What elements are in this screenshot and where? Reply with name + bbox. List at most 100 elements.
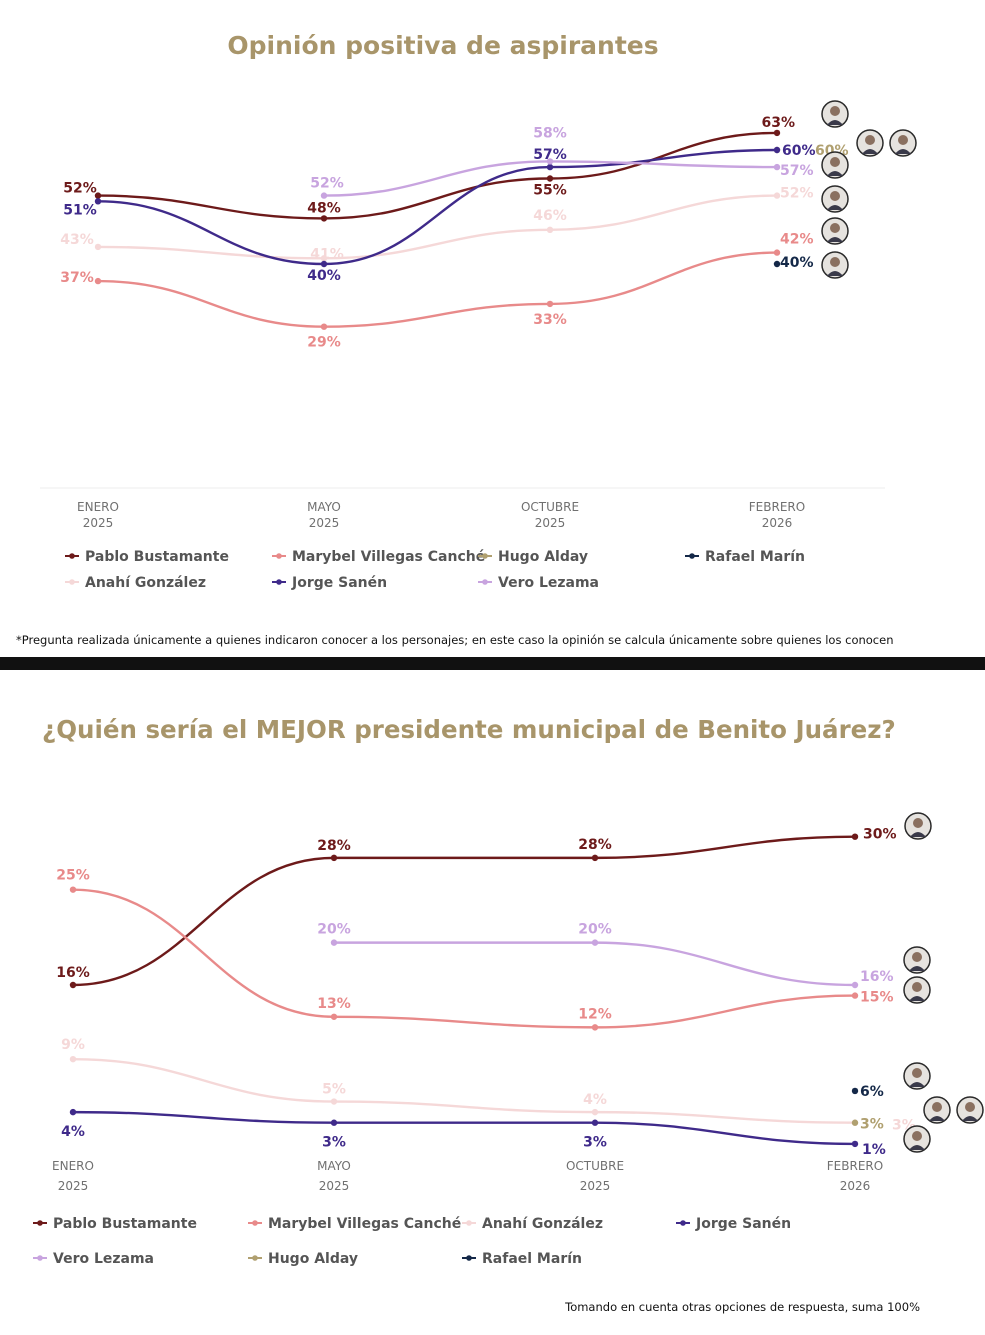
data-point-pablo-bustamante xyxy=(69,981,77,989)
data-point-marybel-villegas-canche xyxy=(851,992,859,999)
data-label-pablo-bustamante: 63% xyxy=(761,115,795,131)
avatar-shoulders xyxy=(909,1082,925,1087)
legend-item-hugo-alday: Hugo Alday xyxy=(498,549,588,565)
data-point-jorge-sanen xyxy=(69,1108,77,1116)
avatar-5 xyxy=(956,1096,984,1124)
legend-marker-hugo-alday xyxy=(252,1255,258,1261)
data-label-marybel-villegas-canche: 37% xyxy=(60,270,94,286)
legend-item-marybel-villegas-canche: Marybel Villegas Canché xyxy=(292,549,485,565)
legend-item-rafael-marin: Rafael Marín xyxy=(705,549,805,565)
legend-item-anahi-gonzalez: Anahí González xyxy=(85,575,206,591)
legend-item-vero-lezama: Vero Lezama xyxy=(53,1251,154,1267)
data-label-marybel-villegas-canche: 42% xyxy=(780,232,814,248)
x-tick-label: FEBRERO 2026 xyxy=(749,500,805,530)
data-point-pablo-bustamante xyxy=(94,192,102,199)
data-point-marybel-villegas-canche xyxy=(94,277,102,285)
x-tick-line: 2026 xyxy=(762,516,793,530)
data-label-jorge-sanen: 57% xyxy=(533,147,567,163)
data-point-marybel-villegas-canche xyxy=(69,886,77,893)
legend-marker-anahi-gonzalez xyxy=(466,1220,472,1226)
footnote: Tomando en cuenta otras opciones de resp… xyxy=(564,1300,920,1314)
avatar-head xyxy=(898,135,908,145)
data-label-jorge-sanen: 40% xyxy=(307,268,341,284)
x-tick-label: OCTUBRE 2025 xyxy=(566,1159,624,1193)
data-label-vero-lezama: 20% xyxy=(578,922,612,938)
avatar-2 xyxy=(903,976,931,1004)
legend-marker-vero-lezama xyxy=(37,1255,43,1261)
avatar-shoulders xyxy=(962,1116,978,1121)
data-point-anahi-gonzalez xyxy=(320,255,328,262)
data-label-pablo-bustamante: 48% xyxy=(307,200,341,216)
avatar-shoulders xyxy=(909,996,925,1001)
data-point-vero-lezama xyxy=(851,981,859,989)
legend-marker-vero-lezama xyxy=(482,579,488,585)
legend-marker-marybel-villegas-canche xyxy=(276,553,282,559)
series-line-jorge-sanen xyxy=(97,148,778,266)
x-tick-line: 2025 xyxy=(535,516,566,530)
data-point-pablo-bustamante xyxy=(330,854,338,862)
data-point-jorge-sanen xyxy=(330,1119,338,1126)
avatar-6 xyxy=(903,1125,931,1153)
data-label-pablo-bustamante: 52% xyxy=(63,181,97,197)
data-point-jorge-sanen xyxy=(851,1140,859,1148)
data-label-anahi-gonzalez: 41% xyxy=(310,246,344,262)
avatar-head xyxy=(830,191,840,201)
x-tick-label: MAYO 2025 xyxy=(307,500,341,530)
avatar-6 xyxy=(821,251,849,279)
data-label-anahi-gonzalez: 43% xyxy=(60,232,94,248)
data-label-hugo-alday: 3% xyxy=(860,1117,884,1133)
data-label-anahi-gonzalez: 9% xyxy=(61,1037,85,1053)
data-point-vero-lezama xyxy=(773,163,781,171)
series-line-marybel-villegas-canche xyxy=(97,251,778,328)
x-tick-label: MAYO 2025 xyxy=(317,1159,351,1193)
series-line-jorge-sanen xyxy=(72,1110,856,1146)
data-label-jorge-sanen: 4% xyxy=(61,1124,85,1140)
avatar-head xyxy=(830,223,840,233)
data-point-rafael-marin xyxy=(851,1087,859,1095)
x-tick-line: 2025 xyxy=(309,516,340,530)
avatar-head xyxy=(912,982,922,992)
data-label-jorge-sanen: 3% xyxy=(322,1135,346,1151)
x-tick-line: ENERO xyxy=(52,1159,94,1173)
data-point-anahi-gonzalez xyxy=(773,192,781,199)
x-tick-line: ENERO xyxy=(77,500,119,514)
data-point-anahi-gonzalez xyxy=(330,1098,338,1105)
data-point-marybel-villegas-canche xyxy=(773,249,781,256)
data-label-marybel-villegas-canche: 29% xyxy=(307,335,341,351)
section-divider xyxy=(0,657,985,670)
data-label-pablo-bustamante: 30% xyxy=(863,827,897,843)
avatar-shoulders xyxy=(895,149,911,154)
data-point-marybel-villegas-canche xyxy=(330,1013,338,1020)
avatar-shoulders xyxy=(862,149,878,154)
avatar-head xyxy=(912,1068,922,1078)
avatar-3 xyxy=(903,1062,931,1090)
series-line-anahi-gonzalez xyxy=(97,194,778,260)
data-label-marybel-villegas-canche: 13% xyxy=(317,996,351,1012)
series-line-marybel-villegas-canche xyxy=(72,888,856,1029)
data-label-rafael-marin: 6% xyxy=(860,1084,884,1100)
data-label-vero-lezama: 58% xyxy=(533,125,567,141)
x-tick-label: FEBRERO 2026 xyxy=(827,1159,883,1193)
data-point-anahi-gonzalez xyxy=(94,243,102,251)
data-label-anahi-gonzalez: 46% xyxy=(533,208,567,224)
x-tick-line: 2026 xyxy=(840,1179,871,1193)
avatar-2 xyxy=(889,129,917,157)
legend-marker-rafael-marin xyxy=(466,1255,472,1261)
legend-marker-anahi-gonzalez xyxy=(69,579,75,585)
x-tick-label: OCTUBRE 2025 xyxy=(521,500,579,530)
avatar-head xyxy=(965,1102,975,1112)
data-label-anahi-gonzalez: 5% xyxy=(322,1082,346,1098)
legend-item-vero-lezama: Vero Lezama xyxy=(498,575,599,591)
legend-marker-rafael-marin xyxy=(689,553,695,559)
data-point-jorge-sanen xyxy=(320,260,328,268)
avatar-shoulders xyxy=(827,120,843,125)
avatar-head xyxy=(865,135,875,145)
data-point-vero-lezama xyxy=(330,939,338,946)
data-label-pablo-bustamante: 28% xyxy=(317,838,351,854)
avatar-3 xyxy=(821,151,849,179)
data-label-marybel-villegas-canche: 33% xyxy=(533,312,567,328)
avatar-shoulders xyxy=(827,171,843,176)
x-tick-line: 2025 xyxy=(580,1179,611,1193)
x-tick-line: MAYO xyxy=(317,1159,351,1173)
legend-marker-jorge-sanen xyxy=(276,579,282,585)
